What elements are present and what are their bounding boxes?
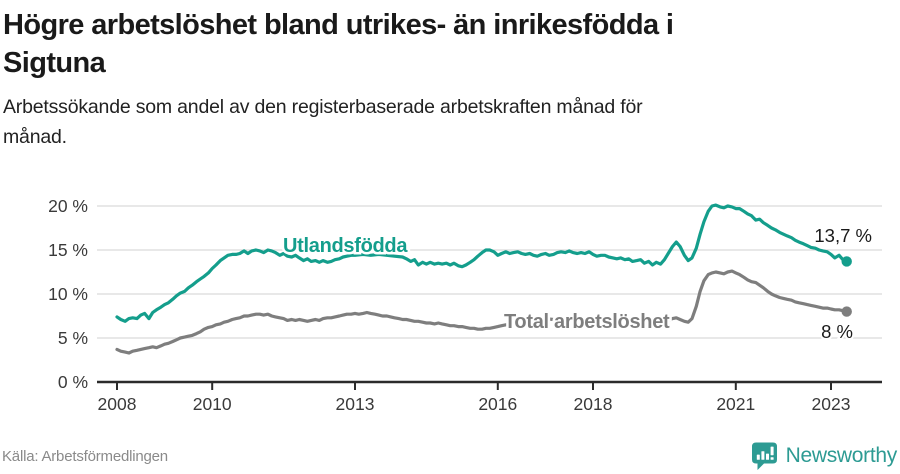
line-chart: 0 % 5 % 10 % 15 % 20 % 2008 2010 2013 2016 2018 20… [48,196,882,414]
y-axis-label: 5 % [58,328,88,348]
y-axis-label: 0 % [58,372,88,392]
page-title: Högre arbetslöshet bland utrikes- än inr… [3,6,897,82]
series-label-utlandsfodda: Utlandsfödda [283,235,408,257]
series-end-dot-utlandsfodda [841,256,852,267]
newsworthy-speech-bubble-bar-chart-icon [751,442,777,470]
x-axis-label: 2018 [574,394,613,414]
x-axis-label: 2021 [716,394,755,414]
end-value-label-utlandsfodda: 13,7 % [814,225,872,246]
subtitle-line-1: Arbetssökande som andel av den registerb… [3,96,643,118]
y-axis-label: 15 % [48,240,88,260]
x-axis-label: 2023 [812,394,851,414]
series-label-total: Total arbetslöshet [504,311,670,333]
y-axis-label: 20 % [48,196,88,216]
newsworthy-logo[interactable]: Newsworthy [750,441,897,471]
series-line-total [115,269,849,355]
x-axis-label: 2013 [336,394,375,414]
x-axis-label: 2008 [98,394,137,414]
series-line-utlandsfodda [115,203,849,323]
subtitle-line-2: månad. [3,126,67,148]
brand-name: Newsworthy [785,444,898,467]
y-axis-label: 10 % [48,284,88,304]
source-note: Källa: Arbetsförmedlingen [2,448,168,465]
end-value-label-total: 8 % [821,321,853,342]
title-line-2: Sigtuna [3,47,106,79]
title-line-1: Högre arbetslöshet bland utrikes- än inr… [3,9,674,41]
chart-subtitle: Arbetssökande som andel av den registerb… [3,92,863,152]
x-axis-label: 2016 [478,394,517,414]
x-axis-label: 2010 [193,394,232,414]
series-end-dot-total [841,306,852,317]
